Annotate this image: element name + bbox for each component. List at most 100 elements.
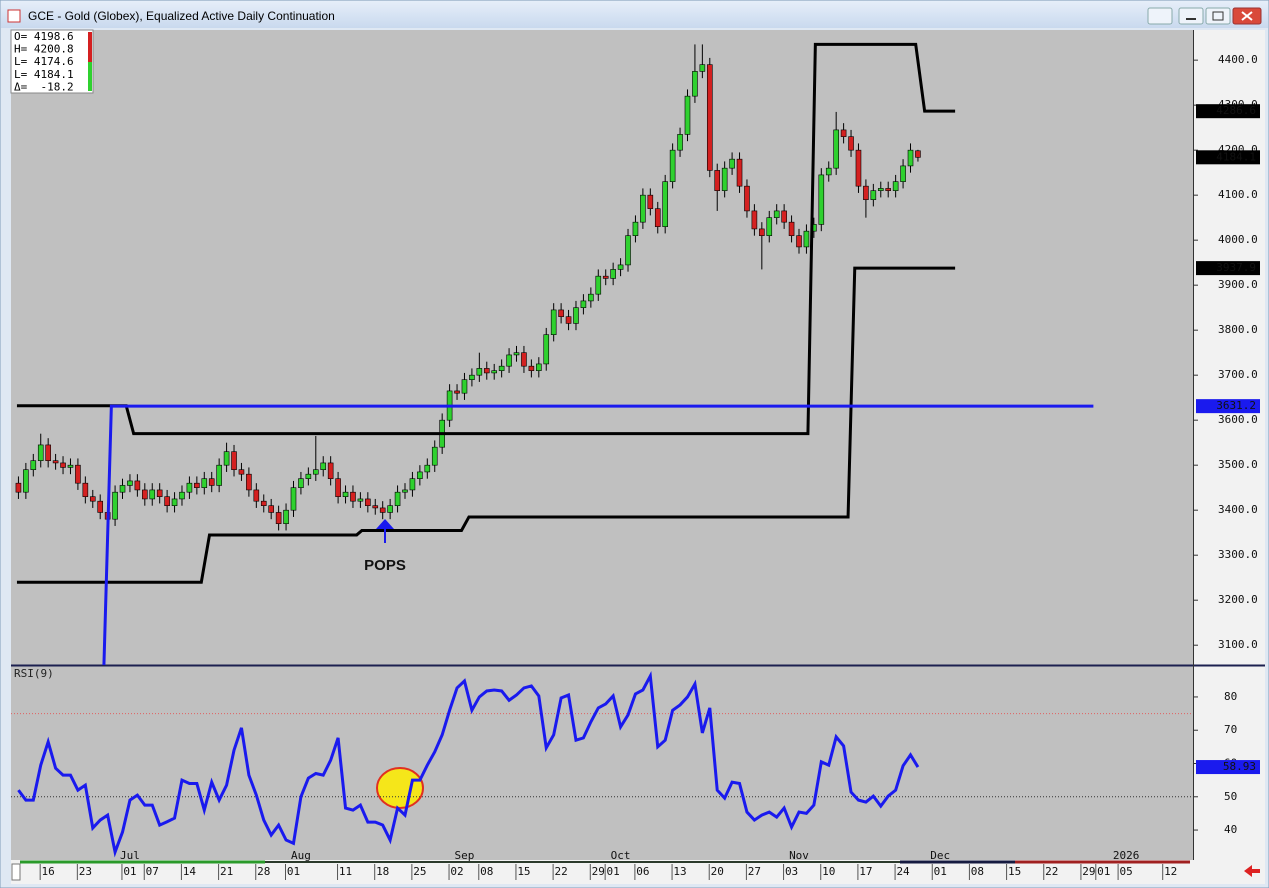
maximize-glyph [1212,11,1224,21]
y-tick-label: 3700.0 [1218,368,1258,381]
rsi-y-tick-label: 40 [1224,823,1237,836]
x-tick-label: 18 [376,865,389,878]
candle-body [595,275,602,295]
candle-body [89,496,96,502]
scroll-arrow[interactable] [1244,865,1260,877]
ohlc-line: L= 4184.1 [14,68,74,81]
y-tick-label: 3300.0 [1218,548,1258,561]
ohlc-bar-red [88,32,92,62]
candle-body [223,451,230,466]
candle-body [350,491,356,502]
candle-body [127,480,133,486]
y-tick-label: 3900.0 [1218,278,1258,291]
candle-body [647,194,654,209]
candle-body [848,136,854,151]
candle-body [164,496,170,506]
x-tick-label: 23 [79,865,92,878]
x-tick-label: 24 [896,865,910,878]
rsi-y-tick-label: 50 [1224,790,1237,803]
x-tick-label: 29 [592,865,605,878]
candle-body [30,460,37,470]
candle-body [201,478,208,488]
ohlc-line: O= 4198.6 [14,30,74,43]
value-tag-label: 3631.2 [1216,399,1256,412]
candle-body [208,478,215,486]
candle-body [610,269,616,279]
candle-body [186,482,193,493]
candle-body [521,352,527,367]
candle-body [907,149,914,167]
candle-body [885,188,892,191]
x-tick-label: 06 [636,865,649,878]
x-tick-label: 12 [1164,865,1177,878]
value-tag [1196,760,1260,775]
y-tick-label: 3100.0 [1218,638,1258,651]
pin-button[interactable] [1147,7,1173,25]
y-tick-label: 3500.0 [1218,458,1258,471]
x-tick-label: 01 [287,865,300,878]
candle-body [469,374,475,380]
candle-body [379,507,386,513]
month-label: Sep [455,849,475,862]
value-tag-label: 58.93 [1223,760,1256,773]
window-buttons [1147,7,1262,25]
ohlc-line: L= 4174.6 [14,55,74,68]
candle-body [736,158,743,187]
month-label: 2026 [1113,849,1140,862]
candle-body [818,174,825,225]
candle-body [692,71,698,97]
x-tick-label: 16 [42,865,55,878]
candle-body [149,489,156,500]
candle-body [550,309,557,335]
title-bar [1,1,1268,28]
candle-body [82,482,89,497]
candle-body [312,469,319,475]
x-tick-label: 20 [711,865,724,878]
candle-body [744,185,750,212]
rsi-line [17,670,920,858]
candle-body [283,509,289,524]
candle-body [825,167,832,176]
candle-body [543,334,550,365]
scroll-indicator [11,860,1260,881]
y-tick-label: 3400.0 [1218,503,1258,516]
value-tag-label: 4286.6 [1216,104,1256,117]
highlight-circle [376,767,424,809]
candle-body [275,512,282,524]
candle-body [729,158,735,169]
candle-body [320,462,327,470]
x-tick-label: 08 [480,865,493,878]
candle-body [156,489,163,497]
rsi-panel [11,666,1193,860]
candle-body [365,498,371,506]
candle-body [134,480,141,491]
x-tick-label: 01 [607,865,620,878]
candle-body [305,473,312,479]
candle-body [498,365,505,371]
candle-body [714,170,721,191]
candle-body [298,478,304,488]
candle-body [900,165,906,182]
scroll-thumb[interactable] [11,863,21,881]
candle-body [766,217,773,236]
y-tick-label: 3800.0 [1218,323,1258,336]
y-tick-label: 3600.0 [1218,413,1258,426]
app-icon [7,9,21,23]
x-tick-label: 01 [123,865,136,878]
candle-body [417,471,423,479]
candle-body [513,352,520,356]
window-title: GCE - Gold (Globex), Equalized Active Da… [28,9,335,23]
ohlc-line: Δ= -18.2 [14,80,74,93]
candle-body [290,487,297,511]
candle-body [112,491,118,520]
candle-body [632,221,639,236]
minimize-button[interactable] [1178,7,1204,25]
close-glyph [1241,11,1253,21]
candle-body [409,478,416,491]
rsi-y-tick-label: 80 [1224,690,1237,703]
maximize-button[interactable] [1205,7,1231,25]
candle-body [231,451,237,470]
candle-body [855,149,862,187]
x-tick-label: 22 [554,865,567,878]
candle-body [751,210,758,230]
